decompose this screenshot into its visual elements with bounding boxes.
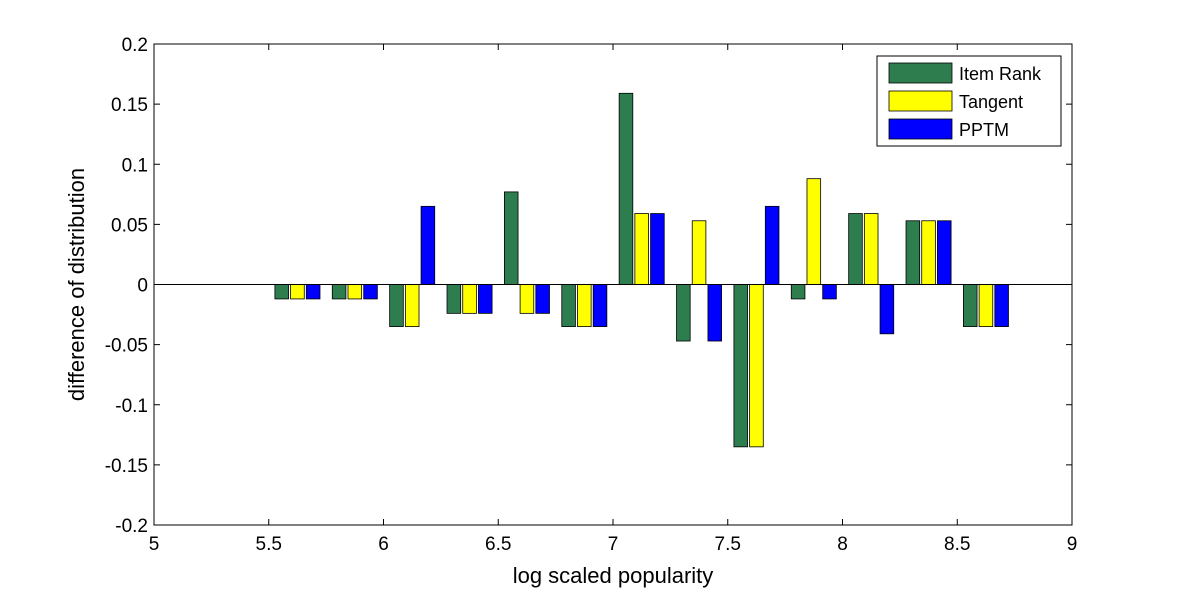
bar-tangent-0 — [290, 284, 305, 300]
bar-item-rank-8 — [733, 284, 748, 448]
x-axis: 5 5.5 6 6.5 7 7.5 8 8.5 9 — [149, 44, 1078, 555]
bar-item-rank-7 — [676, 284, 691, 342]
y-tick-label: -0.1 — [115, 396, 148, 417]
x-tick-label: 8 — [837, 534, 848, 555]
x-tick-label: 6 — [378, 534, 389, 555]
bar-pptm-5 — [592, 284, 608, 327]
x-tick-label: 7.5 — [715, 534, 741, 555]
y-tick-label: 0.2 — [122, 35, 148, 56]
bar-tangent-6 — [634, 213, 649, 285]
bar-tangent-7 — [691, 220, 707, 285]
bars-layer — [274, 92, 1009, 448]
bar-tangent-12 — [978, 284, 994, 327]
x-tick-label: 5 — [149, 534, 160, 555]
bar-tangent-9 — [806, 178, 822, 285]
bar-item-rank-12 — [963, 284, 978, 327]
y-axis: -0.2 -0.15 -0.1 -0.05 0 0.05 0.1 0.15 0.2 — [105, 35, 1072, 537]
y-tick-label: -0.15 — [105, 456, 148, 477]
bar-item-rank-9 — [790, 284, 806, 300]
bar-pptm-8 — [764, 205, 780, 285]
bar-pptm-11 — [937, 220, 952, 285]
bar-tangent-2 — [404, 284, 420, 327]
bar-tangent-5 — [577, 284, 592, 327]
bar-item-rank-1 — [331, 284, 347, 300]
bar-pptm-9 — [822, 284, 837, 300]
bar-tangent-11 — [921, 220, 936, 285]
bar-pptm-0 — [305, 284, 321, 300]
legend-swatch-pptm — [888, 118, 953, 140]
x-tick-label: 9 — [1067, 534, 1078, 555]
bar-item-rank-4 — [503, 191, 519, 285]
y-tick-label: 0 — [137, 276, 148, 297]
y-tick-label: -0.05 — [105, 336, 148, 357]
y-tick-label: 0.05 — [111, 215, 148, 236]
legend-swatch-item-rank — [888, 62, 953, 84]
bar-pptm-7 — [707, 284, 723, 342]
bar-item-rank-0 — [274, 284, 289, 300]
x-axis-title: log scaled popularity — [513, 563, 714, 588]
legend-label-pptm: PPTM — [959, 120, 1009, 140]
legend: Item Rank Tangent PPTM — [876, 55, 1062, 147]
bar-pptm-1 — [363, 284, 378, 300]
y-tick-label: 0.15 — [111, 95, 148, 116]
x-tick-label: 8.5 — [944, 534, 970, 555]
bar-pptm-4 — [535, 284, 550, 314]
bar-tangent-10 — [863, 213, 879, 285]
y-axis-title: difference of distribution — [64, 168, 89, 401]
x-tick-label: 7 — [608, 534, 619, 555]
x-tick-label: 5.5 — [256, 534, 282, 555]
bar-item-rank-6 — [618, 92, 634, 285]
y-tick-label: 0.1 — [122, 155, 148, 176]
bar-item-rank-5 — [561, 284, 576, 327]
bar-pptm-3 — [478, 284, 493, 314]
y-tick-label: -0.2 — [115, 516, 148, 537]
bar-tangent-3 — [462, 284, 477, 314]
bar-item-rank-11 — [905, 220, 921, 285]
legend-swatch-tangent — [888, 90, 953, 112]
bar-pptm-2 — [420, 205, 436, 285]
bar-item-rank-10 — [848, 213, 863, 285]
bar-tangent-4 — [519, 284, 535, 314]
legend-label-item-rank: Item Rank — [959, 64, 1042, 84]
bar-item-rank-3 — [446, 284, 462, 314]
x-tick-label: 6.5 — [485, 534, 511, 555]
bar-pptm-12 — [994, 284, 1009, 327]
bar-pptm-10 — [879, 284, 895, 335]
bar-tangent-1 — [347, 284, 363, 300]
legend-label-tangent: Tangent — [959, 92, 1023, 112]
bar-pptm-6 — [650, 213, 665, 285]
bar-tangent-8 — [749, 284, 764, 448]
bar-item-rank-2 — [389, 284, 404, 327]
